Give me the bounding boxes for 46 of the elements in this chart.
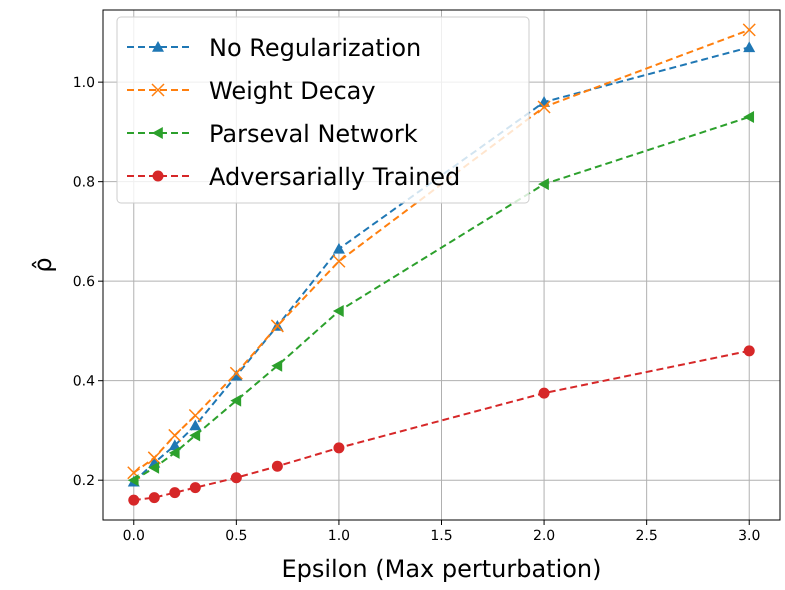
- x-tick-label: 1.5: [430, 528, 453, 544]
- y-tick-label: 0.8: [72, 174, 95, 191]
- point: [169, 487, 180, 498]
- point: [333, 442, 344, 454]
- point: [744, 345, 755, 356]
- legend-label: Adversarially Trained: [209, 163, 460, 191]
- point: [148, 451, 162, 465]
- y-axis-title: ρ̂: [29, 257, 57, 273]
- point: [168, 428, 182, 442]
- point: [332, 254, 346, 268]
- x-tick-label: 0.5: [225, 528, 248, 544]
- point: [230, 366, 244, 380]
- point: [230, 472, 242, 484]
- x-axis-title: Epsilon (Max perturbation): [281, 555, 602, 583]
- point: [742, 23, 756, 37]
- point: [189, 429, 200, 442]
- legend-label: No Regularization: [209, 34, 422, 62]
- point: [743, 110, 754, 123]
- point: [189, 419, 202, 430]
- x-tick-label: 0.0: [122, 528, 145, 544]
- point: [538, 388, 550, 399]
- x-tick-label: 3.0: [738, 528, 760, 544]
- point: [148, 462, 160, 474]
- y-tick-label: 1.0: [72, 75, 95, 92]
- point: [128, 494, 140, 506]
- point: [272, 460, 283, 472]
- point: [190, 482, 201, 494]
- legend-label: Weight Decay: [209, 77, 376, 105]
- point: [332, 305, 344, 318]
- point: [743, 41, 756, 52]
- x-tick-label: 2.5: [636, 528, 658, 544]
- x-tick-label: 2.0: [532, 528, 556, 544]
- point: [271, 360, 282, 372]
- point: [188, 408, 202, 422]
- point: [332, 242, 345, 254]
- point: [148, 492, 160, 504]
- point: [537, 100, 551, 114]
- point: [538, 178, 549, 190]
- y-tick-label: 0.6: [72, 274, 96, 290]
- y-tick-label: 0.2: [72, 473, 95, 490]
- legend-label: Parseval Network: [209, 120, 418, 148]
- point: [127, 466, 141, 480]
- x-tick-label: 1.0: [328, 528, 350, 544]
- point: [168, 446, 180, 459]
- y-tick-label: 0.4: [72, 374, 96, 390]
- point: [230, 394, 242, 407]
